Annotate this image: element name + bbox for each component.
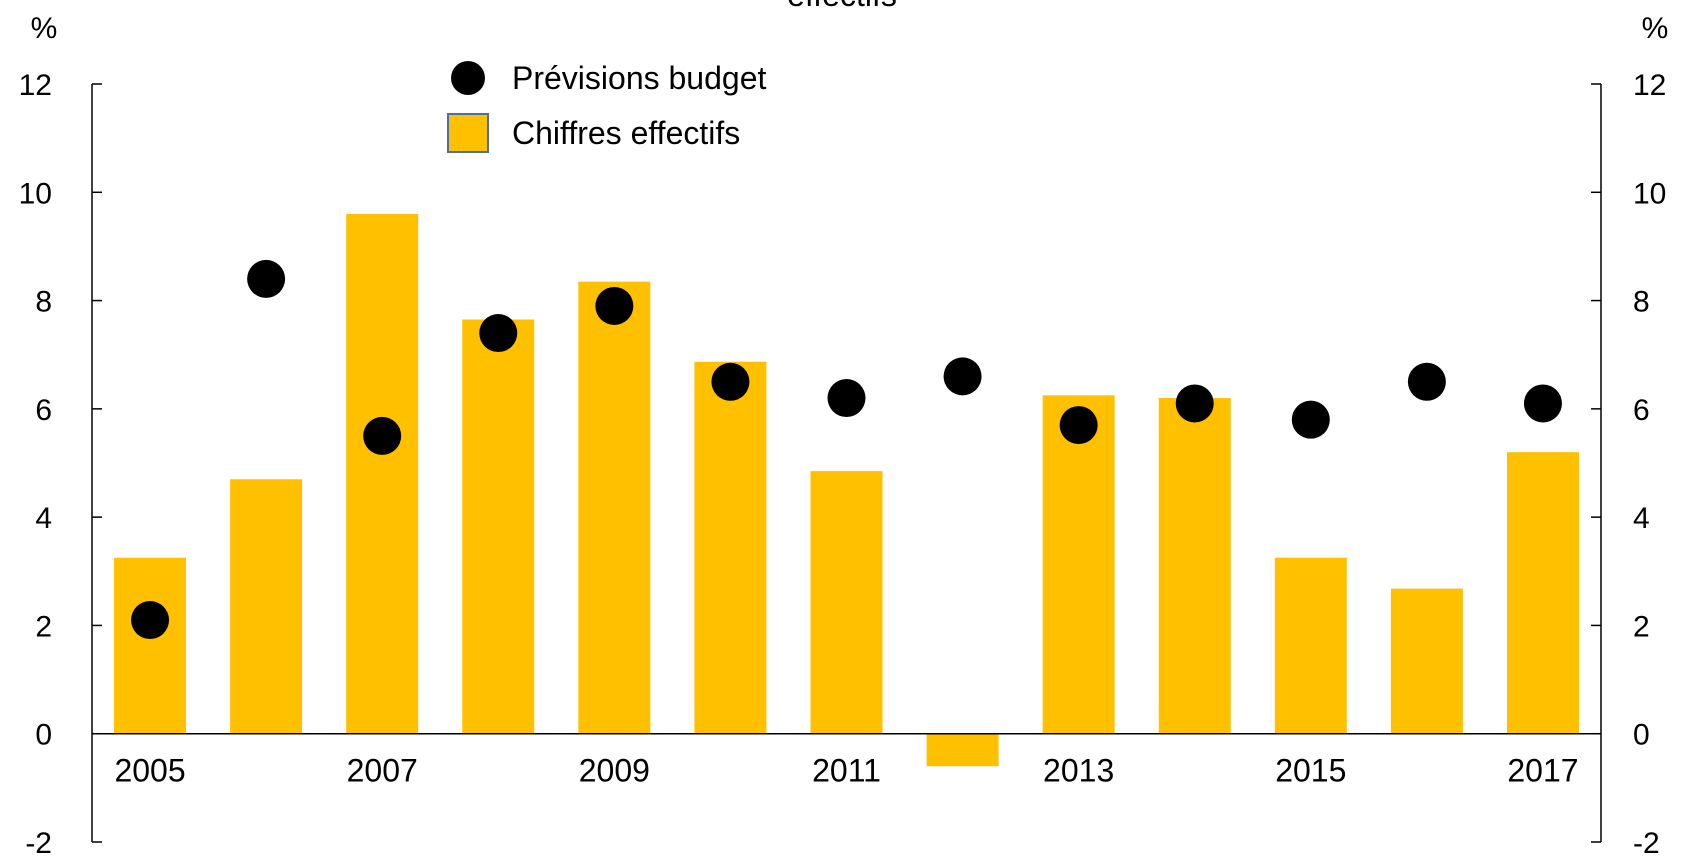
point-forecast-2015 <box>1291 400 1330 439</box>
right-axis-unit: % <box>1642 12 1669 45</box>
bar-actual-2011 <box>810 471 883 734</box>
point-forecast-2012 <box>943 357 982 396</box>
left-tick-label: 4 <box>35 502 52 535</box>
bar-actual-2008 <box>462 319 535 734</box>
point-forecast-2005 <box>131 601 170 640</box>
point-forecast-2014 <box>1175 384 1214 423</box>
left-tick-label: 10 <box>19 177 52 210</box>
right-tick-label: 10 <box>1633 177 1666 210</box>
right-tick-label: 6 <box>1633 394 1650 427</box>
point-forecast-2010 <box>711 362 750 401</box>
right-tick-label: -2 <box>1633 827 1660 857</box>
bar-actual-2006 <box>230 479 303 734</box>
x-tick-label: 2011 <box>812 753 881 789</box>
right-tick-label: 0 <box>1633 719 1650 752</box>
bar-actual-2005 <box>114 557 187 734</box>
left-tick-label: 6 <box>35 394 52 427</box>
x-tick-label: 2015 <box>1275 753 1346 789</box>
legend-swatch-actual <box>447 113 489 153</box>
plot-area: -2 -2 0 0 2 2 4 4 6 6 8 8 10 10 12 12 2005 2007 2009 2011 20… <box>19 69 1667 857</box>
x-tick-label: 2005 <box>114 753 185 789</box>
x-tick-label: 2007 <box>347 753 418 789</box>
chart-title: effectifs <box>787 0 897 13</box>
left-tick-label: 8 <box>35 286 52 319</box>
right-tick-label: 12 <box>1633 69 1666 102</box>
point-forecast-2011 <box>827 379 866 418</box>
right-tick-label: 8 <box>1633 286 1650 319</box>
x-tick-label: 2013 <box>1043 753 1114 789</box>
right-tick-label: 2 <box>1633 610 1650 643</box>
bar-actual-2016 <box>1390 588 1463 734</box>
left-tick-label: -2 <box>25 827 52 857</box>
left-axis-unit: % <box>31 12 58 45</box>
bar-actual-2012 <box>926 733 999 767</box>
legend-marker-forecast <box>451 61 485 95</box>
bar-actual-2015 <box>1274 557 1347 734</box>
x-tick-label: 2009 <box>579 753 650 789</box>
point-forecast-2013 <box>1059 406 1098 445</box>
bar-actual-2017 <box>1506 452 1579 734</box>
point-forecast-2016 <box>1407 362 1446 401</box>
point-forecast-2008 <box>479 314 518 353</box>
legend-label-forecast: Prévisions budget <box>512 60 766 96</box>
bar-actual-2014 <box>1158 398 1231 734</box>
left-tick-label: 2 <box>35 610 52 643</box>
right-tick-label: 4 <box>1633 502 1650 535</box>
x-tick-label: 2017 <box>1507 753 1578 789</box>
bar-actual-2009 <box>578 281 651 734</box>
bar-actual-2010 <box>694 361 767 734</box>
point-forecast-2017 <box>1523 384 1562 423</box>
left-tick-label: 12 <box>19 69 52 102</box>
point-forecast-2006 <box>247 259 286 298</box>
legend-label-actual: Chiffres effectifs <box>512 115 740 151</box>
bar-actual-2013 <box>1042 395 1115 734</box>
point-forecast-2007 <box>363 416 402 455</box>
bar-actual-2007 <box>346 213 419 734</box>
legend: Prévisions budget Chiffres effectifs <box>447 60 766 153</box>
left-tick-label: 0 <box>35 719 52 752</box>
point-forecast-2009 <box>595 286 634 325</box>
